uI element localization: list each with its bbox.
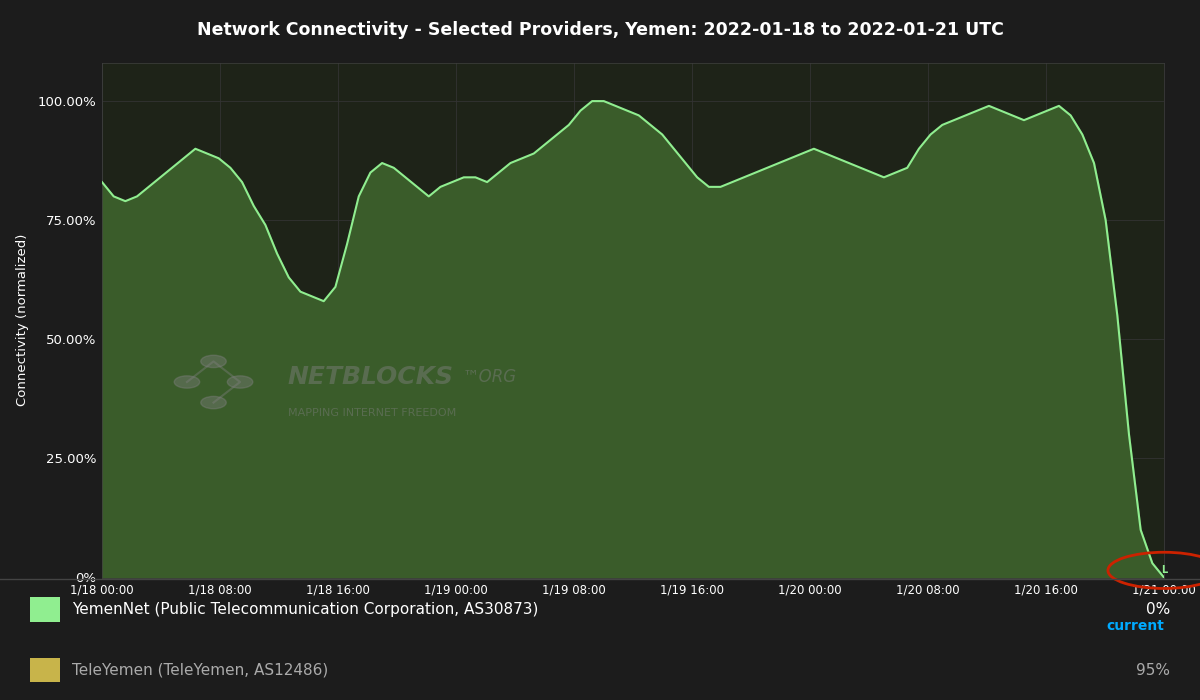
Circle shape xyxy=(200,396,227,409)
Y-axis label: Connectivity (normalized): Connectivity (normalized) xyxy=(17,234,29,407)
Text: L: L xyxy=(1160,566,1168,575)
Circle shape xyxy=(227,376,253,389)
Text: MAPPING INTERNET FREEDOM: MAPPING INTERNET FREEDOM xyxy=(288,408,456,418)
Text: YemenNet (Public Telecommunication Corporation, AS30873): YemenNet (Public Telecommunication Corpo… xyxy=(72,602,539,617)
Text: ™ORG: ™ORG xyxy=(463,368,517,386)
Circle shape xyxy=(200,355,227,368)
Text: 0%: 0% xyxy=(1146,602,1170,617)
Text: NETBLOCKS: NETBLOCKS xyxy=(288,365,454,388)
Text: current: current xyxy=(1106,620,1164,634)
Circle shape xyxy=(174,376,199,389)
Text: 95%: 95% xyxy=(1136,663,1170,678)
Bar xyxy=(30,658,60,682)
Text: TeleYemen (TeleYemen, AS12486): TeleYemen (TeleYemen, AS12486) xyxy=(72,663,329,678)
Text: Network Connectivity - Selected Providers, Yemen: 2022-01-18 to 2022-01-21 UTC: Network Connectivity - Selected Provider… xyxy=(197,21,1003,39)
Bar xyxy=(30,597,60,622)
